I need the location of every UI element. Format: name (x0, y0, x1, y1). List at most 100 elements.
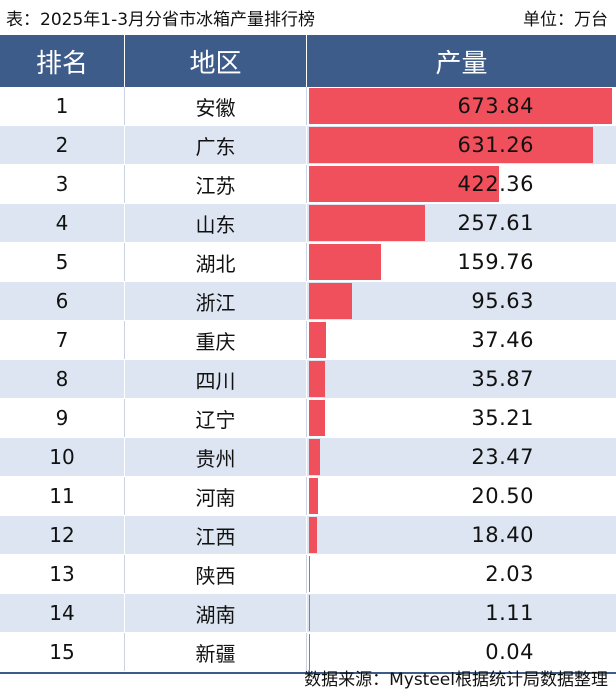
table-row: 13 陕西 2.03 (0, 555, 616, 594)
production-cell: 159.76 (307, 243, 616, 281)
rank-cell: 6 (0, 282, 125, 320)
rank-cell: 2 (0, 126, 125, 164)
table-row: 7 重庆 37.46 (0, 321, 616, 360)
caption-bar: 表：2025年1-3月分省市冰箱产量排行榜 单位：万台 (0, 0, 616, 34)
rank-cell: 10 (0, 438, 125, 476)
production-value: 422.36 (457, 172, 534, 196)
production-value: 673.84 (457, 94, 534, 118)
production-bar (309, 400, 325, 436)
production-cell: 23.47 (307, 438, 616, 476)
table-row: 2 广东 631.26 (0, 126, 616, 165)
production-cell: 2.03 (307, 555, 616, 593)
production-bar (309, 205, 425, 241)
rank-cell: 15 (0, 633, 125, 671)
header-rank: 排名 (0, 35, 125, 87)
production-bar (309, 595, 310, 631)
production-value: 23.47 (471, 445, 534, 469)
table-row: 10 贵州 23.47 (0, 438, 616, 477)
table-header: 排名 地区 产量 (0, 35, 616, 87)
production-bar (309, 361, 326, 397)
production-cell: 37.46 (307, 321, 616, 359)
production-value: 0.04 (485, 640, 534, 664)
region-cell: 四川 (125, 360, 307, 398)
region-cell: 山东 (125, 204, 307, 242)
table-row: 14 湖南 1.11 (0, 594, 616, 633)
production-value: 95.63 (471, 289, 534, 313)
production-value: 35.87 (471, 367, 534, 391)
source-note: 数据来源：Mysteel根据统计局数据整理 (304, 669, 608, 690)
unit-label: 单位：万台 (523, 9, 608, 30)
production-cell: 18.40 (307, 516, 616, 554)
production-bar (309, 478, 319, 514)
production-bar (309, 439, 320, 475)
ranking-table: 排名 地区 产量 1 安徽 673.84 2 广东 631.26 3 江苏 422.36 4 山东 2… (0, 35, 616, 674)
rank-cell: 7 (0, 321, 125, 359)
table-row: 1 安徽 673.84 (0, 87, 616, 126)
production-bar (309, 88, 612, 124)
production-value: 20.50 (471, 484, 534, 508)
rank-cell: 8 (0, 360, 125, 398)
region-cell: 湖北 (125, 243, 307, 281)
region-cell: 新疆 (125, 633, 307, 671)
production-bar (309, 517, 318, 553)
table-row: 12 江西 18.40 (0, 516, 616, 555)
rank-cell: 5 (0, 243, 125, 281)
production-bar (309, 322, 326, 358)
production-cell: 35.21 (307, 399, 616, 437)
production-value: 2.03 (485, 562, 534, 586)
production-cell: 35.87 (307, 360, 616, 398)
rank-cell: 3 (0, 165, 125, 203)
rank-cell: 9 (0, 399, 125, 437)
production-cell: 95.63 (307, 282, 616, 320)
production-value: 1.11 (485, 601, 534, 625)
production-cell: 673.84 (307, 87, 616, 125)
production-cell: 20.50 (307, 477, 616, 515)
rank-cell: 11 (0, 477, 125, 515)
header-region: 地区 (125, 35, 307, 87)
rank-cell: 12 (0, 516, 125, 554)
production-value: 159.76 (457, 250, 534, 274)
table-row: 5 湖北 159.76 (0, 243, 616, 282)
production-bar (309, 634, 310, 670)
region-cell: 贵州 (125, 438, 307, 476)
production-cell: 631.26 (307, 126, 616, 164)
table-row: 4 山东 257.61 (0, 204, 616, 243)
region-cell: 重庆 (125, 321, 307, 359)
production-value: 35.21 (471, 406, 534, 430)
production-bar (309, 283, 352, 319)
table-row: 15 新疆 0.04 (0, 633, 616, 672)
table-row: 6 浙江 95.63 (0, 282, 616, 321)
region-cell: 陕西 (125, 555, 307, 593)
table-row: 9 辽宁 35.21 (0, 399, 616, 438)
production-cell: 1.11 (307, 594, 616, 632)
table-row: 8 四川 35.87 (0, 360, 616, 399)
region-cell: 广东 (125, 126, 307, 164)
production-value: 631.26 (457, 133, 534, 157)
chart-title: 表：2025年1-3月分省市冰箱产量排行榜 (6, 9, 316, 30)
table-row: 3 江苏 422.36 (0, 165, 616, 204)
rank-cell: 1 (0, 87, 125, 125)
rank-cell: 4 (0, 204, 125, 242)
production-cell: 257.61 (307, 204, 616, 242)
header-production: 产量 (435, 48, 488, 79)
production-value: 257.61 (457, 211, 534, 235)
production-value: 18.40 (471, 523, 534, 547)
region-cell: 河南 (125, 477, 307, 515)
production-bar (309, 556, 310, 592)
production-bar (309, 166, 499, 202)
region-cell: 安徽 (125, 87, 307, 125)
region-cell: 辽宁 (125, 399, 307, 437)
table-row: 11 河南 20.50 (0, 477, 616, 516)
rank-cell: 13 (0, 555, 125, 593)
region-cell: 湖南 (125, 594, 307, 632)
table-body: 1 安徽 673.84 2 广东 631.26 3 江苏 422.36 4 山东 257.61 5 湖北 1… (0, 87, 616, 672)
production-value: 37.46 (471, 328, 534, 352)
production-bar (309, 244, 381, 280)
production-bar (309, 127, 593, 163)
production-cell: 0.04 (307, 633, 616, 671)
region-cell: 江苏 (125, 165, 307, 203)
region-cell: 浙江 (125, 282, 307, 320)
production-cell: 422.36 (307, 165, 616, 203)
rank-cell: 14 (0, 594, 125, 632)
region-cell: 江西 (125, 516, 307, 554)
